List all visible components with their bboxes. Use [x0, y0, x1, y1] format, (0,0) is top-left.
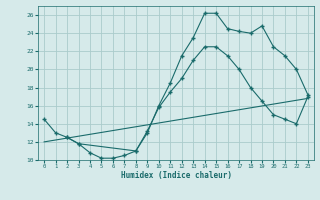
X-axis label: Humidex (Indice chaleur): Humidex (Indice chaleur) [121, 171, 231, 180]
